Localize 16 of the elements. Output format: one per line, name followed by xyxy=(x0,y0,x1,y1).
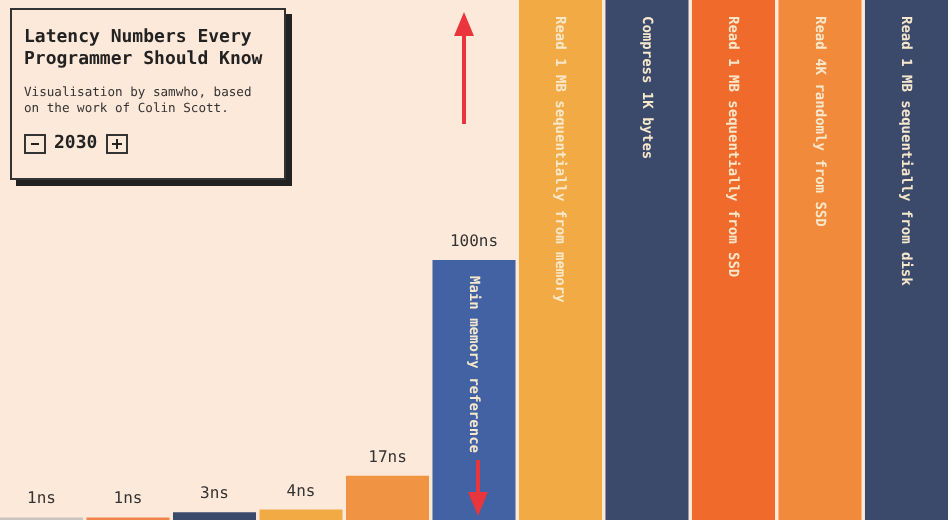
bar xyxy=(864,0,948,520)
bar xyxy=(432,260,516,520)
annotation: 2030 xyxy=(54,133,98,153)
data-label: 17ns xyxy=(368,447,408,466)
bar xyxy=(172,512,257,520)
bar xyxy=(518,0,603,520)
data-label: 100ns xyxy=(449,232,499,250)
bar xyxy=(345,475,430,520)
data-label: 1ns xyxy=(27,489,57,508)
data-label: 1ns xyxy=(113,489,143,508)
data-label: 4ns xyxy=(286,481,316,500)
data-label: 3ns xyxy=(200,484,230,503)
bar xyxy=(691,0,776,520)
bar xyxy=(778,0,862,520)
bar xyxy=(259,509,343,520)
bar xyxy=(605,0,689,520)
